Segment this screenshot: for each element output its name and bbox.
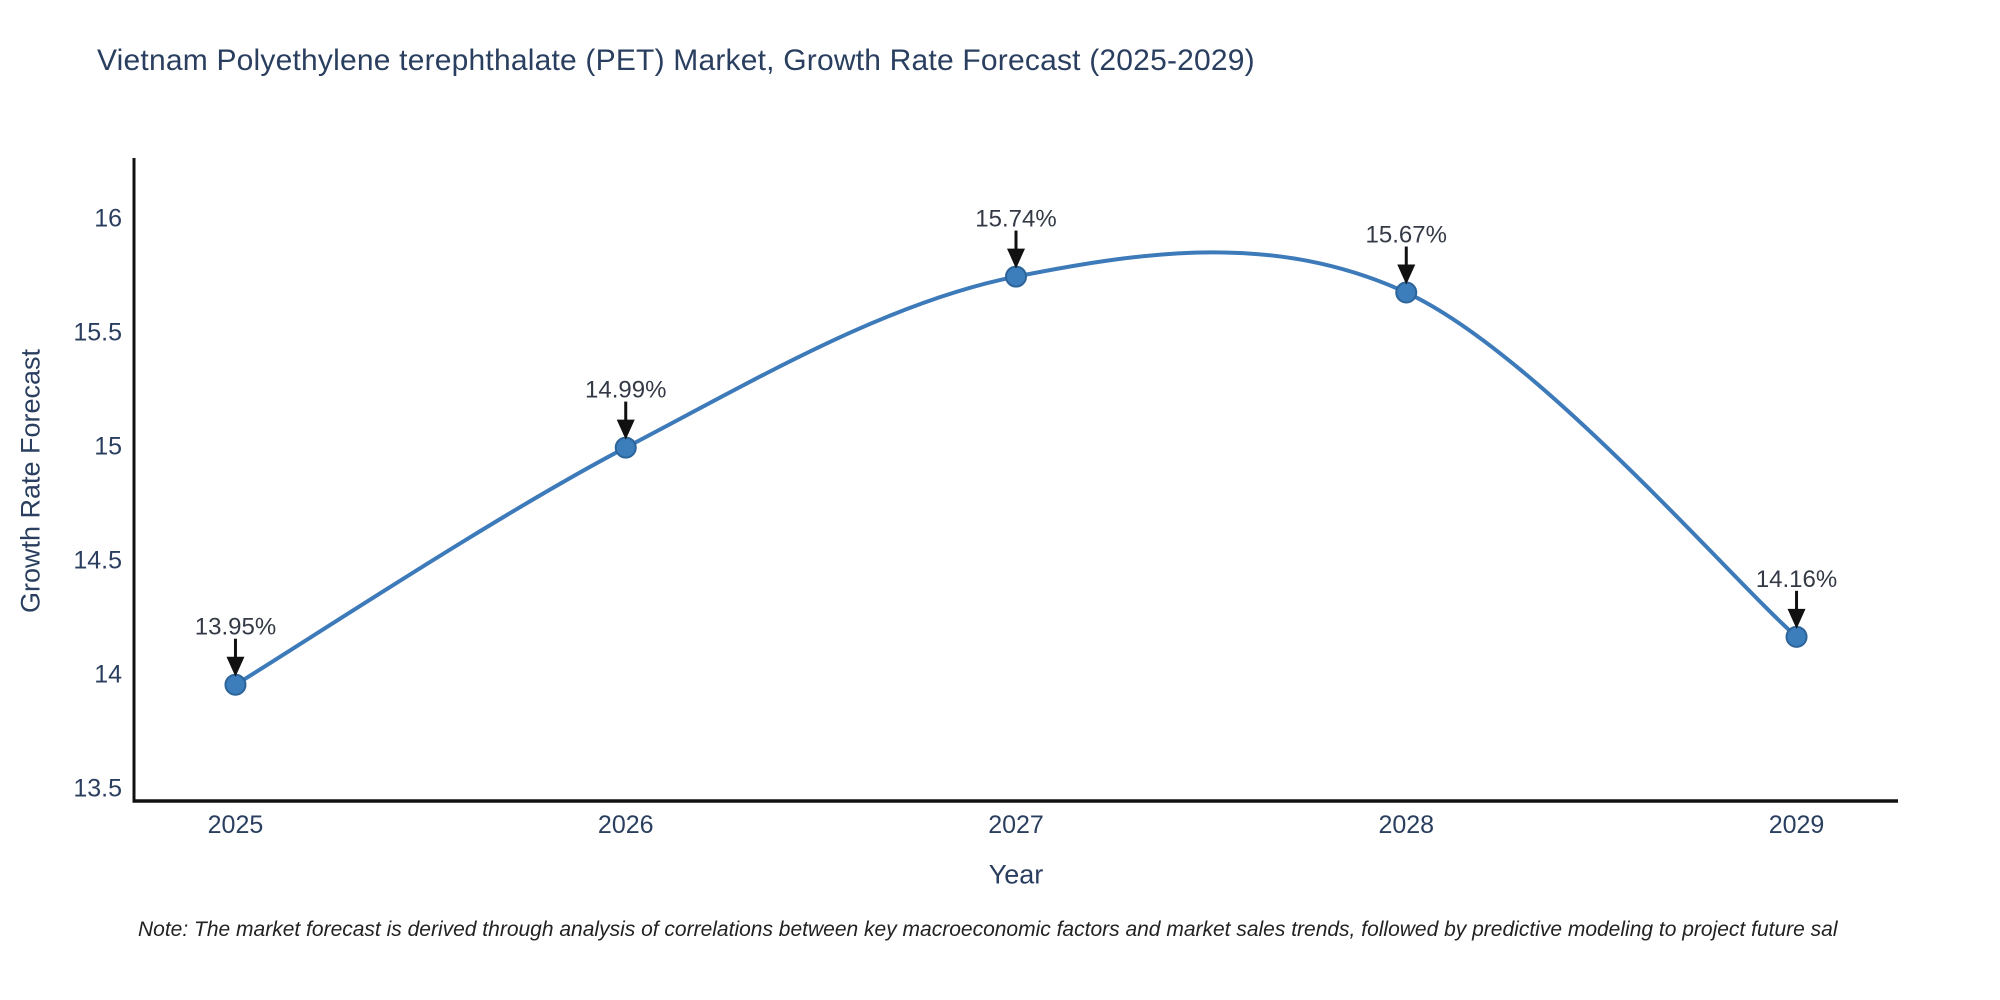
chart-title: Vietnam Polyethylene terephthalate (PET)… <box>97 44 1255 77</box>
annotation-arrowhead <box>226 656 245 677</box>
annotation-arrowhead <box>616 419 635 440</box>
x-tick-label: 2025 <box>208 811 264 839</box>
x-tick-label: 2027 <box>988 811 1044 839</box>
annotation-label: 15.67% <box>1366 222 1447 249</box>
x-axis-title: Year <box>988 859 1044 890</box>
y-tick-label: 16 <box>94 204 122 232</box>
data-point-marker <box>1005 265 1027 288</box>
data-point-marker <box>614 436 637 459</box>
y-tick-label: 13.5 <box>73 774 122 802</box>
y-tick-label: 14.5 <box>73 546 122 574</box>
x-tick-label: 2028 <box>1378 811 1434 839</box>
series-line <box>233 250 1799 687</box>
annotation-label: 15.74% <box>975 206 1056 233</box>
y-tick-label: 14 <box>94 660 122 688</box>
annotation-arrowhead <box>1007 248 1025 269</box>
annotation-arrowhead <box>1397 264 1416 285</box>
x-tick-label: 2029 <box>1769 811 1825 839</box>
x-tick-label: 2026 <box>598 811 654 839</box>
annotation-label: 13.95% <box>195 614 276 641</box>
annotation-label: 14.16% <box>1756 566 1837 593</box>
data-point-marker <box>1785 625 1808 648</box>
y-tick-label: 15.5 <box>73 318 122 346</box>
data-point-marker <box>224 673 247 696</box>
annotation-arrowhead <box>1787 608 1806 629</box>
y-tick-label: 15 <box>94 432 122 460</box>
data-point-marker <box>1395 281 1418 304</box>
annotation-label: 14.99% <box>585 377 666 404</box>
footnote: Note: The market forecast is derived thr… <box>138 918 1838 941</box>
